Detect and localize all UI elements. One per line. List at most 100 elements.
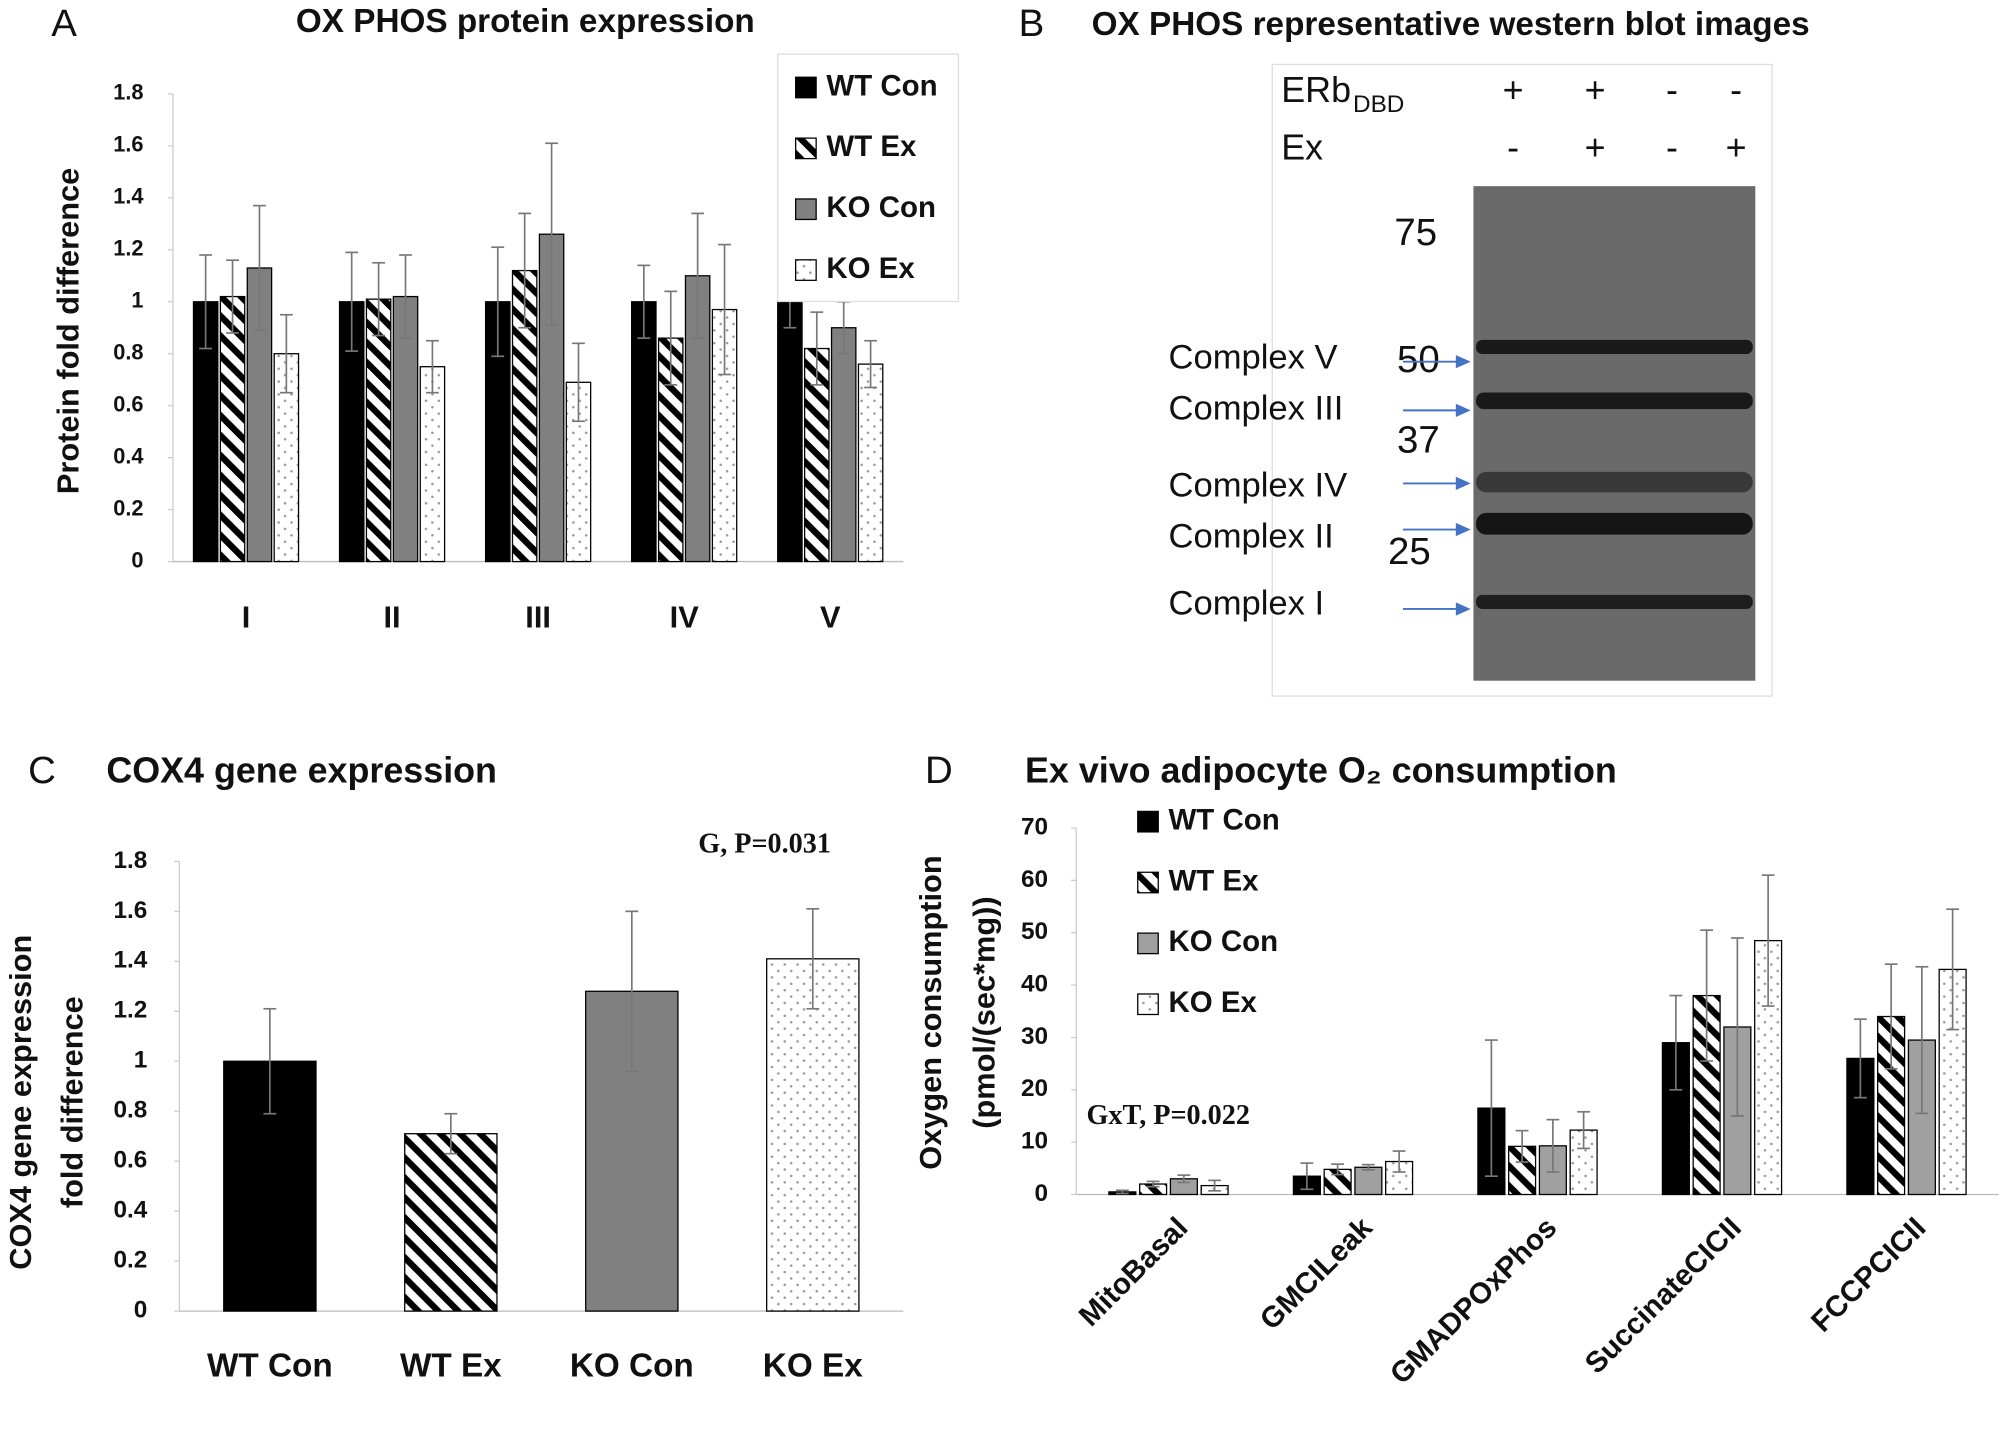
- y-tick-label: 40: [1021, 971, 1048, 998]
- error-bar: [372, 261, 386, 337]
- error-bar: [1761, 874, 1775, 1007]
- error-bar: [1884, 963, 1898, 1070]
- error-bar: [1946, 908, 1960, 1031]
- legend-label: KO Ex: [1168, 986, 1257, 1019]
- error-bar: [1546, 1118, 1560, 1173]
- y-tick-label: 0.2: [113, 495, 143, 520]
- blot-frame: [1271, 63, 1773, 697]
- y-axis-label: fold difference: [54, 996, 89, 1208]
- error-bar: [1300, 1162, 1314, 1191]
- y-tick-label: 1.8: [113, 80, 143, 105]
- legend-swatch: [1137, 932, 1159, 955]
- annotation: G, P=0.031: [698, 828, 831, 859]
- legend-swatch: [1137, 871, 1159, 894]
- y-tick-label: 1.2: [114, 997, 148, 1024]
- chart-title: Ex vivo adipocyte O₂ consumption: [1025, 750, 1617, 790]
- x-tick-label: WT Ex: [400, 1347, 502, 1384]
- error-bar: [1177, 1174, 1191, 1184]
- error-bar: [718, 243, 731, 376]
- error-bar: [263, 1007, 277, 1115]
- x-tick-label: MitoBasal: [1073, 1211, 1195, 1333]
- legend-swatch: [1137, 810, 1159, 833]
- error-bar: [226, 259, 239, 334]
- y-tick-label: 0.6: [113, 391, 143, 416]
- error-bar: [1915, 965, 1929, 1115]
- y-tick-label: 70: [1021, 813, 1048, 840]
- error-bar: [426, 339, 439, 394]
- y-tick-label: 1.6: [113, 132, 143, 157]
- size-marker: 75: [1394, 211, 1437, 254]
- panel-label: A: [51, 2, 77, 45]
- row-label-sub: DBD: [1353, 91, 1404, 118]
- error-bar: [806, 908, 820, 1010]
- error-bar: [1853, 1018, 1867, 1099]
- x-tick-label: KO Ex: [763, 1347, 863, 1384]
- complex-label: Complex II: [1168, 518, 1333, 556]
- legend-label: WT Con: [826, 69, 937, 102]
- y-tick-label: 1.6: [114, 897, 148, 924]
- row-label: ERb: [1281, 70, 1351, 110]
- legend-label: KO Con: [1168, 925, 1278, 958]
- error-bar: [1392, 1150, 1406, 1173]
- y-tick-label: 1: [131, 288, 143, 313]
- y-tick-label: 0.4: [114, 1197, 148, 1224]
- x-tick-label: II: [384, 599, 401, 634]
- blot-title: OX PHOS representative western blot imag…: [1092, 6, 1810, 43]
- y-tick-label: 50: [1021, 918, 1048, 945]
- x-tick-label: III: [525, 599, 551, 634]
- x-tick-label: GMADPOxPhos: [1384, 1211, 1564, 1391]
- error-bar: [545, 142, 558, 326]
- size-marker: 37: [1397, 419, 1440, 462]
- y-tick-label: 30: [1021, 1023, 1048, 1050]
- bar: [219, 295, 246, 563]
- error-bar: [664, 290, 678, 386]
- y-tick-label: 0.8: [113, 339, 143, 364]
- bar: [857, 363, 884, 563]
- bar: [830, 327, 857, 563]
- y-tick-label: 1.4: [113, 184, 143, 209]
- legend-label: WT Ex: [826, 130, 917, 163]
- bar: [365, 298, 392, 563]
- legend-label: KO Con: [826, 191, 936, 224]
- y-axis-label: COX4 gene expression: [3, 935, 38, 1270]
- bar: [631, 301, 657, 563]
- bar: [1354, 1166, 1383, 1196]
- legend-swatch: [795, 198, 817, 221]
- error-bar: [625, 910, 639, 1073]
- y-axis-label: Oxygen consumption: [913, 855, 948, 1169]
- sign: -: [1666, 70, 1678, 110]
- legend-label: KO Ex: [826, 252, 915, 285]
- error-bar: [1115, 1189, 1129, 1195]
- y-tick-label: 0.2: [114, 1247, 148, 1274]
- x-tick-label: V: [820, 599, 841, 634]
- error-bar: [691, 212, 705, 339]
- x-tick-label: KO Con: [570, 1347, 694, 1384]
- bar: [392, 295, 419, 563]
- arrows: [1402, 355, 1471, 616]
- panel-label: C: [28, 749, 56, 792]
- error-bar: [864, 339, 878, 389]
- sign: +: [1503, 70, 1524, 110]
- legend-label: WT Con: [1168, 803, 1279, 836]
- chart-title: COX4 gene expression: [106, 750, 497, 790]
- error-bar: [1484, 1039, 1498, 1178]
- legend-swatch: [795, 76, 817, 99]
- sign: -: [1730, 70, 1742, 110]
- chart: C COX4 gene expression COX4 gene expressio…: [3, 749, 904, 1384]
- error-bar: [1515, 1129, 1529, 1163]
- annotation: GxT, P=0.022: [1086, 1100, 1249, 1131]
- error-bar: [1669, 994, 1683, 1091]
- y-tick-label: 0.4: [113, 443, 143, 468]
- y-tick-label: 0.8: [114, 1097, 148, 1124]
- sign: -: [1507, 128, 1519, 168]
- y-tick-label: 1.2: [113, 236, 143, 261]
- bar: [404, 1133, 498, 1312]
- legend-label: WT Ex: [1168, 864, 1259, 897]
- x-tick-label: I: [242, 599, 251, 634]
- error-bar: [637, 264, 651, 339]
- y-tick-label: 1: [134, 1047, 148, 1074]
- bar: [1907, 1039, 1936, 1196]
- y-tick-label: 10: [1021, 1128, 1048, 1155]
- error-bar: [810, 311, 824, 386]
